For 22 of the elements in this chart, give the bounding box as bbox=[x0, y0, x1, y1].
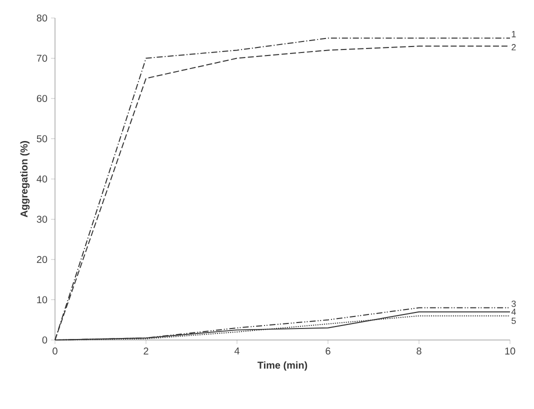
x-tick-label: 6 bbox=[326, 348, 330, 355]
x-tick-label: 2 bbox=[144, 348, 148, 354]
y-tick-label: 70 bbox=[36, 54, 48, 62]
series-label: 2 bbox=[512, 44, 516, 50]
y-tick-label: 20 bbox=[36, 256, 48, 264]
y-tick-label: 0 bbox=[42, 336, 48, 344]
series-label: 5 bbox=[512, 318, 516, 324]
series-label: 3 bbox=[512, 300, 516, 307]
y-tick-label: 40 bbox=[36, 175, 48, 183]
y-axis-title: Aggregation (%) bbox=[20, 141, 30, 218]
x-tick-label: 10 bbox=[505, 348, 516, 355]
series-label: 1 bbox=[512, 31, 516, 38]
x-tick-label: 8 bbox=[416, 348, 422, 355]
x-tick-label: 4 bbox=[234, 348, 240, 354]
y-tick-label: 10 bbox=[37, 296, 48, 304]
y-tick-label: 50 bbox=[36, 135, 48, 142]
series-label: 4 bbox=[511, 308, 516, 315]
x-tick-label: 0 bbox=[52, 348, 58, 355]
y-tick-label: 80 bbox=[36, 14, 48, 22]
y-tick-label: 30 bbox=[36, 216, 48, 223]
x-axis-title: Time (min) bbox=[258, 361, 308, 371]
y-tick-label: 60 bbox=[36, 94, 48, 102]
